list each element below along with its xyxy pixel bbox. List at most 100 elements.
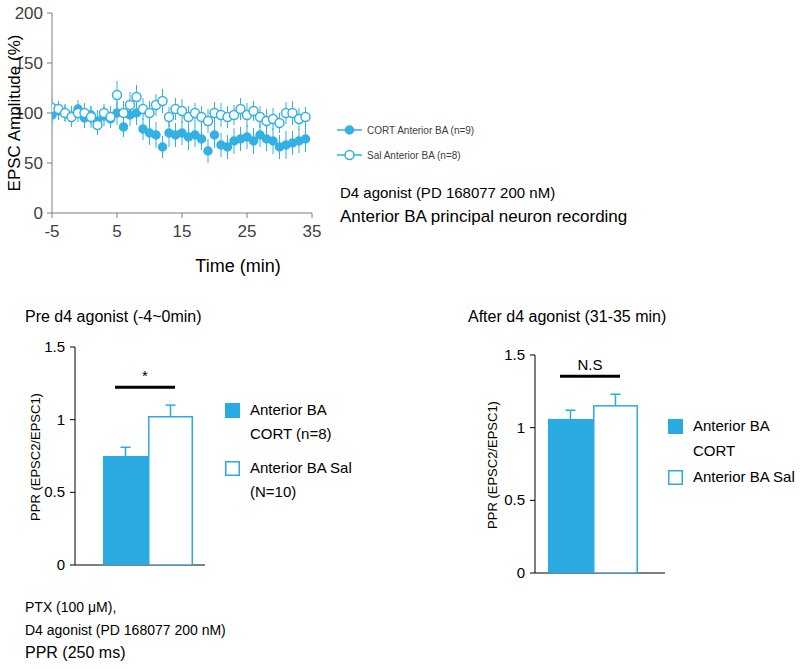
bar: [149, 417, 193, 565]
significance-line: [115, 386, 175, 389]
marker: [302, 135, 310, 143]
significance-line: [560, 375, 620, 378]
bar: [103, 456, 148, 565]
annotation: D4 agonist (PD 168077 200 nM): [25, 622, 226, 638]
marker: [211, 131, 219, 139]
marker: [87, 113, 96, 122]
figure: 050100150200-55152535EPSC Amplitude (%)T…: [0, 0, 805, 669]
annotation: D4 agonist (PD 168077 200 nM): [340, 184, 555, 201]
marker: [93, 121, 102, 130]
legend-marker: [346, 126, 354, 134]
y-tick: [530, 500, 535, 501]
annotation: PTX (100 μM),: [25, 599, 116, 615]
y-tick-label: 0: [57, 556, 65, 573]
error-bar: [121, 447, 131, 456]
plot-area: [548, 394, 637, 573]
y-tick: [47, 63, 52, 64]
title: After d4 agonist (31-35 min): [468, 308, 666, 325]
y-tick-label: 50: [24, 154, 43, 173]
x-tick-label: 35: [303, 222, 322, 241]
bar: [548, 419, 593, 573]
error-bar: [566, 410, 576, 419]
y-tick: [47, 163, 52, 164]
marker: [165, 113, 174, 122]
x-tick-label: 5: [112, 222, 121, 241]
y-tick-label: 1: [57, 411, 65, 428]
chart-bar: Pre d4 agonist (-4~0min) 0 0.5 1 1.5 PPR (EPS…: [25, 308, 352, 661]
y-tick: [70, 347, 75, 348]
marker: [106, 113, 115, 122]
y-axis-label: PPR (EPSC2/EPSC1): [28, 393, 43, 521]
legend-swatch: [669, 420, 683, 434]
legend-line-text: (N=10): [250, 483, 296, 500]
x-tick: [52, 213, 53, 218]
chart-bar: After d4 agonist (31-35 min) 0 0.5 1 1.5 PPR …: [468, 308, 795, 581]
y-tick-label: 1: [517, 419, 525, 436]
legend-line-text: Anterior BA: [693, 417, 770, 434]
plot-area: [103, 405, 192, 565]
x-axis-label: Time (min): [195, 256, 280, 276]
legend-line-text: Anterior BA: [250, 401, 327, 418]
marker: [250, 137, 258, 145]
legend-label: Anterior BA Sal: [693, 468, 795, 485]
legend-label: CORT Anterior BA (n=9): [367, 125, 474, 136]
error-stem: [170, 405, 172, 417]
plot-area: [52, 81, 310, 163]
title: Pre d4 agonist (-4~0min): [25, 308, 202, 325]
marker: [204, 117, 213, 126]
y-tick: [47, 13, 52, 14]
marker: [204, 147, 212, 155]
legend-line-text: Anterior BA Sal: [693, 468, 795, 485]
marker: [269, 137, 277, 145]
y-tick: [47, 213, 52, 214]
y-tick-label: 0.5: [504, 491, 525, 508]
y-axis-label: PPR (EPSC2/EPSC1): [485, 401, 500, 529]
marker: [145, 109, 154, 118]
x-tick: [312, 213, 313, 218]
legend-line-text: CORT: [693, 442, 735, 459]
marker: [224, 143, 232, 151]
error-stem: [125, 447, 127, 456]
y-tick: [530, 427, 535, 428]
y-tick-label: 0: [517, 564, 525, 581]
error-bar: [166, 405, 176, 417]
annotation: PPR (250 ms): [25, 644, 125, 661]
y-tick: [47, 113, 52, 114]
marker: [126, 101, 135, 110]
marker: [198, 135, 206, 143]
error-cap: [566, 409, 576, 411]
annotation: Anterior BA principal neuron recording: [340, 207, 627, 226]
y-axis-label: EPSC Amplitude (%): [5, 35, 24, 192]
marker: [301, 113, 310, 122]
legend-swatch: [226, 462, 240, 476]
significance-label: *: [142, 367, 148, 384]
x-tick-label: 25: [238, 222, 257, 241]
y-tick-label: 1.5: [44, 338, 65, 355]
error-cap: [121, 447, 131, 449]
chart-scatter: 050100150200-55152535EPSC Amplitude (%)T…: [5, 4, 627, 276]
significance-label: N.S: [577, 356, 602, 373]
error-stem: [615, 394, 617, 406]
error-cap: [611, 393, 621, 395]
legend-label: Anterior BA Sal (N=10): [250, 459, 352, 500]
marker: [132, 93, 141, 102]
x-tick: [117, 213, 118, 218]
y-tick-label: 1.5: [504, 346, 525, 363]
y-tick-label: 0: [34, 204, 43, 223]
x-tick: [182, 213, 183, 218]
legend-line-text: Anterior BA Sal: [250, 459, 352, 476]
marker: [113, 91, 122, 100]
x-tick: [247, 213, 248, 218]
y-tick: [530, 573, 535, 574]
y-axis: [535, 355, 536, 573]
y-axis: [75, 347, 76, 565]
x-tick-label: -5: [44, 222, 59, 241]
marker: [275, 119, 284, 128]
legend-label: Anterior BA CORT: [693, 417, 770, 459]
y-tick-label: 0.5: [44, 483, 65, 500]
legend-label: Sal Anterior BA (n=8): [367, 150, 461, 161]
marker: [158, 97, 167, 106]
bar: [594, 406, 638, 573]
error-stem: [570, 410, 572, 419]
legend-label: Anterior BACORT (n=8): [250, 401, 332, 442]
